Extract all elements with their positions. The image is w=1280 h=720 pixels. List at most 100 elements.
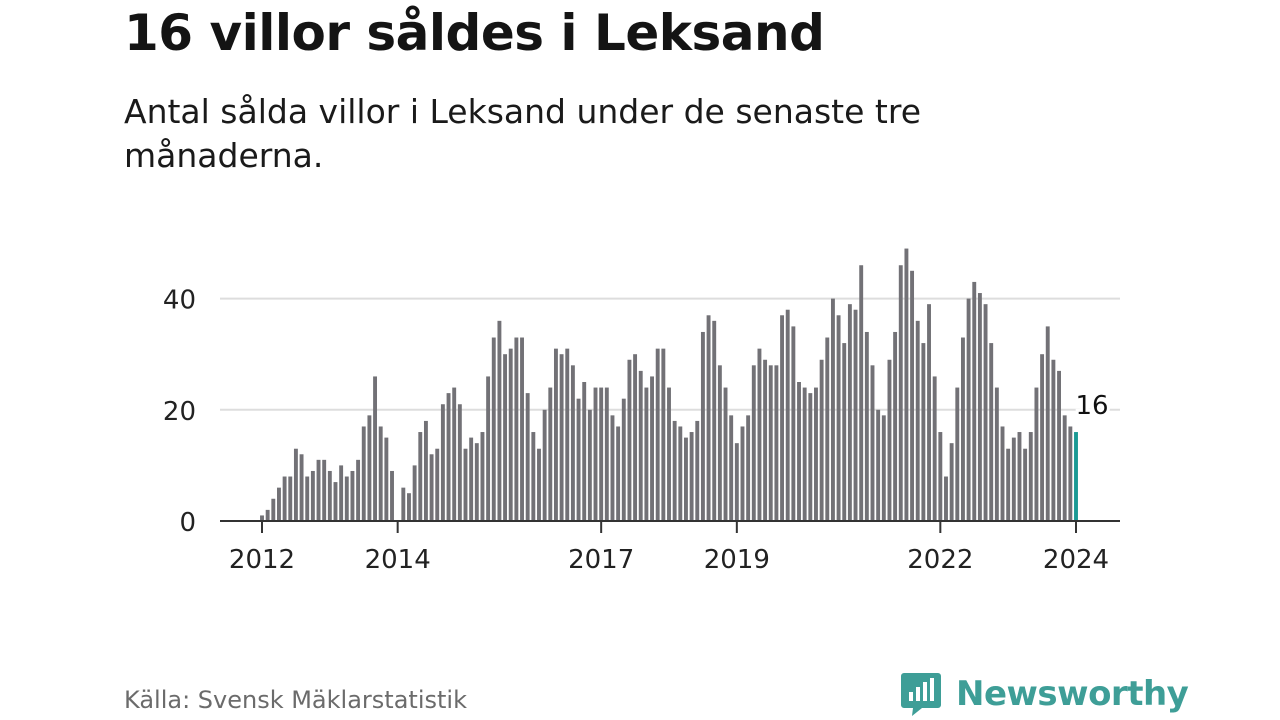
bar — [293, 448, 298, 521]
bar — [576, 398, 581, 521]
bar — [938, 432, 943, 521]
x-axis — [220, 520, 1120, 533]
bar — [327, 470, 332, 521]
chart-title: 16 villor såldes i Leksand — [124, 4, 825, 62]
bar — [893, 331, 898, 521]
bar — [378, 426, 383, 521]
bar — [927, 304, 931, 521]
bar — [565, 348, 570, 521]
bar — [661, 348, 666, 521]
bar — [740, 426, 745, 521]
bar — [582, 382, 587, 521]
x-tick-label: 2024 — [1043, 545, 1109, 575]
x-tick-label: 2014 — [365, 545, 431, 575]
bar — [390, 470, 394, 521]
bar — [350, 470, 355, 521]
bar — [763, 359, 768, 521]
bar — [1006, 448, 1011, 521]
bar — [859, 265, 864, 521]
bar — [559, 354, 564, 521]
bar — [802, 387, 807, 521]
bar — [830, 298, 835, 521]
bar — [791, 326, 796, 521]
bar — [780, 315, 785, 521]
x-tick-label: 2012 — [229, 545, 295, 575]
bar — [650, 376, 654, 521]
bar — [881, 415, 886, 521]
bar — [548, 387, 553, 521]
bar — [339, 465, 344, 521]
bar-chart: 0 20 40 2012 2014 2017 2019 2022 2024 16 — [163, 248, 1120, 575]
bar — [1051, 359, 1056, 521]
bar — [282, 476, 287, 521]
bar — [751, 365, 756, 521]
bar — [819, 359, 824, 521]
bar — [1062, 415, 1067, 521]
bar — [604, 387, 609, 521]
bar — [977, 293, 982, 521]
bar — [344, 476, 349, 521]
bar — [599, 387, 604, 521]
value-annotation: 16 — [1075, 391, 1108, 421]
bar — [407, 493, 411, 521]
bar — [955, 387, 960, 521]
bar — [1028, 432, 1033, 521]
bar — [486, 376, 491, 521]
bar — [435, 448, 440, 521]
bar — [768, 365, 773, 521]
bar — [944, 476, 948, 521]
brand-logo[interactable]: Newsworthy — [900, 670, 1189, 718]
bar — [667, 387, 671, 521]
bar-highlight — [1074, 432, 1078, 521]
bar — [678, 426, 683, 521]
bar — [265, 509, 270, 521]
bar — [333, 482, 338, 521]
bar — [401, 487, 406, 521]
bar — [299, 454, 304, 521]
bar — [876, 409, 881, 521]
y-tick-label: 0 — [179, 508, 196, 538]
bar — [463, 448, 468, 521]
bar — [972, 281, 977, 521]
source-note: Källa: Svensk Mäklarstatistik — [124, 686, 467, 714]
bar — [870, 365, 875, 521]
bar — [537, 448, 541, 521]
x-tick-label: 2019 — [704, 545, 770, 575]
bar — [1040, 354, 1045, 521]
labels: 0 20 40 2012 2014 2017 2019 2022 2024 16 — [163, 286, 1112, 575]
bar — [1045, 326, 1050, 521]
bar — [1068, 426, 1073, 521]
bar — [825, 337, 830, 521]
bar — [503, 354, 508, 521]
bar — [842, 343, 847, 521]
bar — [260, 515, 264, 521]
bar — [423, 420, 428, 521]
bar — [616, 426, 621, 521]
bar — [593, 387, 598, 521]
bar — [310, 470, 315, 521]
x-tick-label: 2017 — [568, 545, 634, 575]
bar — [361, 426, 366, 521]
bar — [610, 415, 615, 521]
bar — [1000, 426, 1005, 521]
bar — [706, 315, 711, 521]
bar — [814, 387, 818, 521]
bar — [457, 404, 462, 521]
bar — [418, 432, 423, 521]
bar — [480, 432, 485, 521]
bar — [983, 304, 988, 521]
bar — [520, 337, 524, 521]
bar — [638, 370, 643, 521]
bar — [525, 393, 530, 521]
bar — [994, 387, 999, 521]
newsworthy-logo-icon — [901, 673, 941, 716]
bar — [633, 354, 638, 521]
bar — [1034, 387, 1039, 521]
bar — [921, 343, 926, 521]
bar — [689, 432, 694, 521]
bar — [429, 454, 434, 521]
bar — [797, 382, 801, 521]
bar — [774, 365, 779, 521]
bar — [570, 365, 575, 521]
bar — [644, 387, 649, 521]
